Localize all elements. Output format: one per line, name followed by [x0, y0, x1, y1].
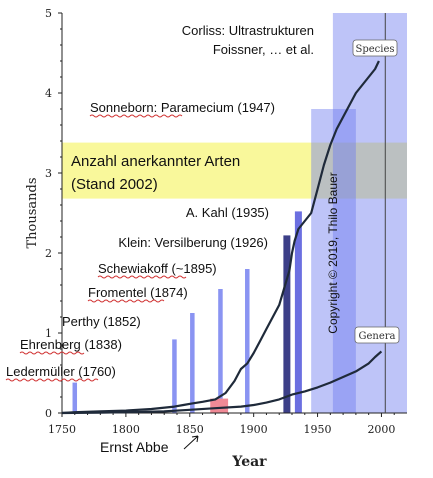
x-tick-label: 2000	[367, 423, 395, 436]
bar-1926	[283, 235, 291, 413]
label-perthy: Perthy (1852)	[62, 314, 141, 329]
svg-text:Genera: Genera	[358, 331, 395, 342]
bar-1895	[245, 269, 250, 413]
label-ernst-abbe: Ernst Abbe	[100, 439, 169, 455]
x-axis-label: Year	[231, 454, 267, 470]
bar-1935	[294, 211, 302, 413]
spellcheck-underline	[5, 378, 99, 382]
spellcheck-underline	[97, 275, 187, 279]
label-kahl: A. Kahl (1935)	[186, 205, 269, 220]
x-tick-label: 1900	[240, 423, 268, 436]
ernst-abbe-marker	[210, 398, 229, 413]
spellcheck-underline	[87, 299, 165, 303]
x-tick-label: 1850	[176, 423, 204, 436]
label-ehrenberg: Ehrenberg (1838)	[20, 337, 122, 352]
label-foissner: Foissner, … et al.	[213, 42, 314, 57]
y-tick-label: 5	[45, 7, 52, 20]
series-line-species	[61, 60, 380, 415]
y-axis-label: Thousands	[25, 177, 40, 248]
band-corliss	[332, 13, 407, 413]
x-tick-label: 1950	[304, 423, 332, 436]
genera-label: Genera	[354, 326, 400, 344]
y-tick-label: 4	[45, 87, 52, 100]
highlight-subtitle: (Stand 2002)	[71, 176, 158, 193]
x-tick-label: 1800	[112, 423, 140, 436]
x-tick-label: 1750	[48, 423, 76, 436]
highlight-band	[62, 142, 407, 199]
label-fromentel: Fromentel (1874)	[88, 285, 188, 300]
label-sonneborn: Sonneborn: Paramecium (1947)	[90, 100, 275, 115]
spellcheck-underline	[19, 351, 85, 355]
bar-1852	[190, 313, 195, 413]
highlight-title: Anzahl anerkannter Arten	[71, 153, 240, 170]
label-ledermueller: Ledermüller (1760)	[6, 364, 116, 379]
species-label: Species	[352, 39, 398, 57]
copyright-text: Copyright © 2019, Thilo Bauer	[326, 172, 340, 333]
y-tick-label: 1	[45, 327, 52, 340]
arrow-icon	[183, 435, 199, 450]
bar-1874	[218, 289, 223, 413]
band-sonneborn	[311, 109, 356, 413]
svg-text:Species: Species	[355, 44, 394, 55]
series-line-genera	[61, 350, 383, 415]
y-tick-label: 2	[45, 247, 52, 260]
bar-1838	[172, 339, 177, 413]
y-tick-label: 0	[45, 407, 52, 420]
label-schewiakoff: Schewiakoff (~1895)	[98, 261, 217, 276]
bar-1760	[72, 382, 78, 413]
y-tick-label: 3	[45, 167, 52, 180]
label-klein: Klein: Versilberung (1926)	[118, 235, 268, 250]
label-corliss: Corliss: Ultrastrukturen	[182, 23, 314, 38]
spellcheck-underline	[89, 114, 183, 118]
